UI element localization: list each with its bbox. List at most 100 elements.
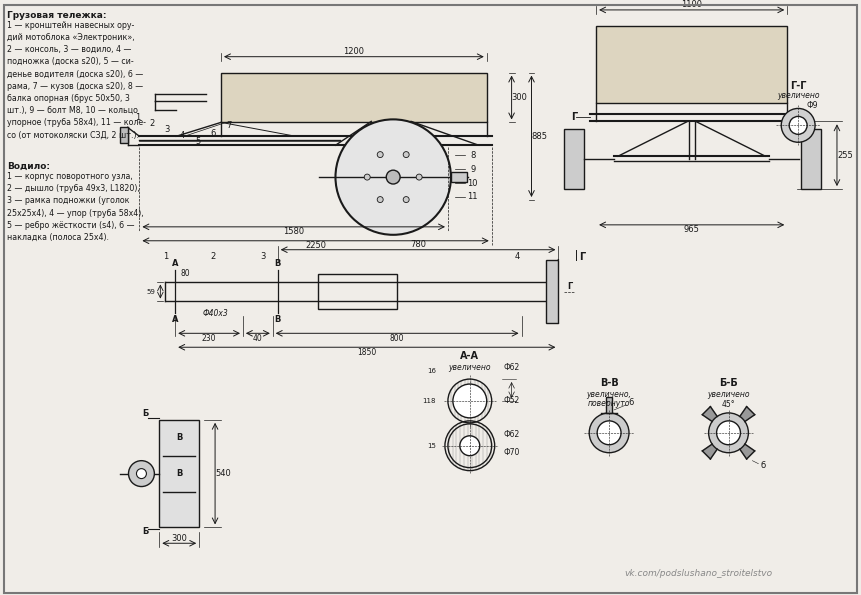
Circle shape xyxy=(589,413,629,453)
Bar xyxy=(318,274,397,309)
Text: б: б xyxy=(761,461,766,470)
Text: Б: Б xyxy=(142,527,149,536)
Text: 1580: 1580 xyxy=(283,227,304,236)
Text: 1100: 1100 xyxy=(681,1,703,10)
Circle shape xyxy=(387,170,400,184)
Text: Ф52: Ф52 xyxy=(504,396,520,405)
Bar xyxy=(564,129,585,189)
Polygon shape xyxy=(740,406,755,421)
Text: Водило:: Водило: xyxy=(7,162,50,171)
Text: 2: 2 xyxy=(150,119,155,128)
Text: 45°: 45° xyxy=(722,400,735,409)
Bar xyxy=(120,127,127,143)
Text: 16: 16 xyxy=(427,368,436,374)
Bar xyxy=(221,73,486,123)
Text: 300: 300 xyxy=(171,534,187,543)
Polygon shape xyxy=(703,406,717,421)
Text: 6: 6 xyxy=(629,399,634,408)
Text: 800: 800 xyxy=(390,334,405,343)
Polygon shape xyxy=(740,444,755,459)
Text: Ф70: Ф70 xyxy=(504,448,520,457)
Circle shape xyxy=(137,469,146,478)
Text: 885: 885 xyxy=(531,132,548,141)
Text: Б-Б: Б-Б xyxy=(719,378,738,388)
Circle shape xyxy=(377,196,383,202)
Bar xyxy=(547,259,559,323)
Text: Г: Г xyxy=(567,282,573,291)
Text: 540: 540 xyxy=(215,469,231,478)
Text: 1 — корпус поворотного узла,
2 — дышло (труба 49х3, L1820),
3 — рамка подножки (: 1 — корпус поворотного узла, 2 — дышло (… xyxy=(7,172,144,242)
Text: 6: 6 xyxy=(210,129,216,138)
Text: 1850: 1850 xyxy=(357,347,376,357)
Text: В: В xyxy=(176,469,183,478)
Bar xyxy=(451,172,467,182)
Circle shape xyxy=(709,413,748,453)
Text: 9: 9 xyxy=(470,165,475,174)
Circle shape xyxy=(364,174,370,180)
Circle shape xyxy=(790,117,807,134)
Text: увеличено: увеличено xyxy=(777,91,820,100)
Text: Г: Г xyxy=(579,252,585,262)
Circle shape xyxy=(336,120,451,235)
Text: В: В xyxy=(275,259,281,268)
Text: 15: 15 xyxy=(427,443,436,449)
Text: 2250: 2250 xyxy=(305,241,326,250)
Text: В: В xyxy=(176,433,183,442)
Circle shape xyxy=(416,174,422,180)
Text: 2: 2 xyxy=(210,252,216,261)
Text: 7: 7 xyxy=(226,121,232,130)
Text: 4: 4 xyxy=(180,131,185,140)
Polygon shape xyxy=(703,444,717,459)
Text: 10: 10 xyxy=(468,178,478,187)
Text: 5: 5 xyxy=(195,137,201,146)
Text: Грузовая тележка:: Грузовая тележка: xyxy=(7,11,107,20)
Text: В: В xyxy=(275,315,281,324)
Text: Ф62: Ф62 xyxy=(504,362,520,372)
Text: В-В: В-В xyxy=(600,378,618,388)
Text: А: А xyxy=(172,259,178,268)
Text: 255: 255 xyxy=(837,151,852,159)
Circle shape xyxy=(781,108,815,142)
Text: Г: Г xyxy=(571,112,578,123)
Text: увеличено: увеличено xyxy=(449,362,491,372)
Text: 1 — кронштейн навесных ору-
дий мотоблока «Электроник»,
2 — консоль, 3 — водило,: 1 — кронштейн навесных ору- дий мотоблок… xyxy=(7,21,146,139)
Circle shape xyxy=(598,421,621,444)
Text: 230: 230 xyxy=(201,334,216,343)
Circle shape xyxy=(128,461,154,487)
Text: 300: 300 xyxy=(511,93,528,102)
Text: 1200: 1200 xyxy=(344,47,364,56)
Text: 780: 780 xyxy=(410,240,426,249)
Text: Ф40х3: Ф40х3 xyxy=(202,309,228,318)
Circle shape xyxy=(377,152,383,158)
Circle shape xyxy=(453,384,486,418)
Text: 1: 1 xyxy=(163,252,168,261)
Text: Г-Г: Г-Г xyxy=(790,80,807,90)
Text: 11: 11 xyxy=(468,193,478,202)
Text: 965: 965 xyxy=(684,226,700,234)
Text: 40: 40 xyxy=(253,334,263,343)
Bar xyxy=(801,129,821,189)
Text: 80: 80 xyxy=(181,269,190,278)
Circle shape xyxy=(403,196,409,202)
Bar xyxy=(159,420,199,527)
Text: Ф62: Ф62 xyxy=(504,430,520,439)
Text: vk.com/podslushano_stroitelstvo: vk.com/podslushano_stroitelstvo xyxy=(624,569,772,578)
Text: 3: 3 xyxy=(164,125,170,134)
Circle shape xyxy=(716,421,740,444)
Bar xyxy=(596,26,787,104)
Text: повернуто: повернуто xyxy=(588,399,630,408)
Text: 8: 8 xyxy=(470,151,475,159)
Text: 4: 4 xyxy=(515,252,520,261)
Text: А: А xyxy=(172,315,178,324)
Text: А-А: А-А xyxy=(461,351,480,361)
Circle shape xyxy=(403,152,409,158)
Text: Ф9: Ф9 xyxy=(806,101,818,110)
Text: увеличено,: увеличено, xyxy=(586,390,632,399)
Text: 1: 1 xyxy=(135,113,140,122)
Text: 3: 3 xyxy=(260,252,265,261)
Text: увеличено: увеличено xyxy=(707,390,750,399)
Text: 59: 59 xyxy=(146,289,155,295)
Circle shape xyxy=(460,436,480,456)
Text: 118: 118 xyxy=(423,398,436,404)
Bar xyxy=(606,397,612,413)
